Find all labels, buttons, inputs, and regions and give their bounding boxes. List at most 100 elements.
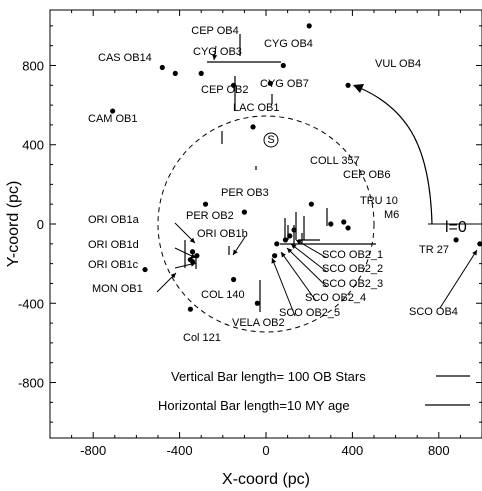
label-cyg-ob3: CYG OB3: [193, 46, 242, 58]
leader-arrowhead: [271, 258, 277, 264]
leader-arrowhead: [190, 261, 196, 267]
label-ori-ob1d: ORI OB1d: [88, 239, 139, 251]
point-sco-ob2-4: [274, 241, 280, 247]
label-sco-ob2-4: SCO OB2_4: [305, 292, 366, 304]
point-per-ob3: [202, 201, 209, 207]
l0-arrow-head: [353, 84, 364, 93]
leader-line: [280, 251, 317, 302]
label-sco-ob2-1: SCO OB2_1: [322, 249, 383, 261]
point-tru-10: [341, 219, 347, 225]
label-cam-ob1: CAM OB1: [88, 113, 138, 125]
point-cep-ob6: [328, 221, 334, 227]
point-cas-ob14: [159, 64, 165, 71]
point-sco-ob2-3: [282, 237, 289, 243]
point-sco-ob2-1: [291, 227, 297, 233]
leader-arrowhead: [212, 54, 218, 60]
y-tick-label: 800: [22, 58, 44, 73]
label-ori-ob1c: ORI OB1c: [88, 259, 139, 271]
l0-label: l=0: [445, 219, 467, 236]
distance-circle: [157, 115, 375, 333]
bars: [184, 34, 376, 312]
label-vela-ob2: VELA OB2: [232, 317, 285, 329]
label-sco-ob2-3: SCO OB2_3: [322, 278, 383, 290]
label-col-121: Col 121: [183, 332, 221, 344]
point-ori-ob1b: [194, 253, 200, 259]
point-sco-ob2-5: [272, 253, 278, 259]
label-sco-ob4: SCO OB4: [409, 306, 458, 318]
leader-line: [290, 243, 328, 273]
leader-arrowhead: [233, 249, 238, 255]
point-cyg-ob4: [280, 62, 286, 69]
label-cyg-ob7: CYG OB7: [260, 78, 309, 90]
sun-label: S: [267, 134, 274, 146]
y-tick-label: -400: [18, 296, 44, 311]
point-sco-ob2-2: [287, 233, 293, 239]
point-vela-ob2: [254, 300, 260, 306]
y-tick-label: -800: [18, 376, 44, 391]
point-cam-ob1: [110, 108, 116, 114]
label-tr-27: TR 27: [419, 244, 449, 256]
x-tick-label: -800: [80, 443, 106, 458]
l0-arrow-arc: [359, 87, 433, 225]
tick-labels: -800 -400 0 400 800 -800 -400 0 400 800: [18, 58, 450, 458]
point-cyg-ob3: [198, 70, 204, 77]
label-tru-10: TRU 10: [360, 195, 398, 207]
x-tick-label: 800: [428, 443, 450, 458]
label-cep-ob6: CEP OB6: [343, 169, 391, 181]
point-cep-ob2: [231, 82, 237, 88]
label-per-ob2: PER OB2: [186, 210, 234, 222]
point-m6: [345, 225, 351, 231]
point-coll-357: [308, 201, 314, 207]
l0-annotation: l=0: [353, 84, 482, 236]
legend: Vertical Bar length= 100 OB Stars Horizo…: [158, 369, 470, 413]
y-axis-title: Y-coord (pc): [5, 181, 22, 268]
point-labels: CEP OB4 CAS OB14 CYG OB3 CEP OB2 CYG OB4 CYG …: [88, 25, 478, 344]
point-cyg-ob7: [267, 80, 273, 86]
label-ori-ob1b: ORI OB1b: [197, 228, 248, 240]
leader-line: [286, 247, 328, 288]
point-tr-27: [453, 237, 459, 243]
leader-arrowhead: [472, 250, 477, 256]
point-lac-ob1: [250, 124, 256, 130]
point-cep-ob4: [172, 70, 178, 77]
x-axis-title: X-coord (pc): [222, 471, 310, 488]
point-col-121: [187, 306, 193, 312]
leader-arrowhead: [287, 248, 293, 254]
legend-horizontal-text: Horizontal Bar length=10 MY age: [158, 398, 350, 413]
y-tick-label: 400: [22, 138, 44, 153]
leader-arrowhead: [189, 237, 195, 243]
label-coll-357: COLL 357: [310, 155, 360, 167]
point-mon-ob1: [142, 266, 148, 273]
x-tick-label: 400: [342, 443, 364, 458]
label-sco-ob2-5: SCO OB2_5: [279, 307, 340, 319]
leader-arrowhead: [296, 240, 302, 245]
y-tick-label: 0: [37, 217, 44, 232]
leader-arrowhead: [170, 273, 176, 279]
label-cep-ob2: CEP OB2: [201, 84, 249, 96]
label-per-ob3: PER OB3: [221, 187, 269, 199]
leader-arrowhead: [190, 253, 196, 259]
legend-vertical-text: Vertical Bar length= 100 OB Stars: [171, 369, 366, 384]
points: [110, 23, 482, 312]
label-cas-ob14: CAS OB14: [98, 52, 152, 64]
label-sco-ob2-2: SCO OB2_2: [322, 263, 383, 275]
label-vul-ob4: VUL OB4: [375, 58, 421, 70]
point-sco-ob4: [477, 241, 482, 247]
label-ori-ob1a: ORI OB1a: [88, 214, 140, 226]
leader-arrowhead: [281, 252, 286, 258]
point-ori-ob1a: [189, 249, 196, 255]
point-col-140: [231, 276, 237, 283]
point-unnamed: [306, 23, 312, 29]
label-m6: M6: [384, 209, 399, 221]
leader-arrowhead: [291, 244, 297, 250]
leader-line: [271, 257, 296, 317]
point-per-ob2: [241, 209, 247, 215]
label-mon-ob1: MON OB1: [92, 283, 143, 295]
label-cyg-ob4: CYG OB4: [264, 38, 313, 50]
label-lac-ob1: LAC OB1: [233, 102, 279, 114]
label-cep-ob4: CEP OB4: [191, 25, 239, 37]
sun-symbol: S: [263, 132, 279, 148]
leader-line: [295, 239, 328, 259]
label-col-140: COL 140: [201, 289, 245, 301]
